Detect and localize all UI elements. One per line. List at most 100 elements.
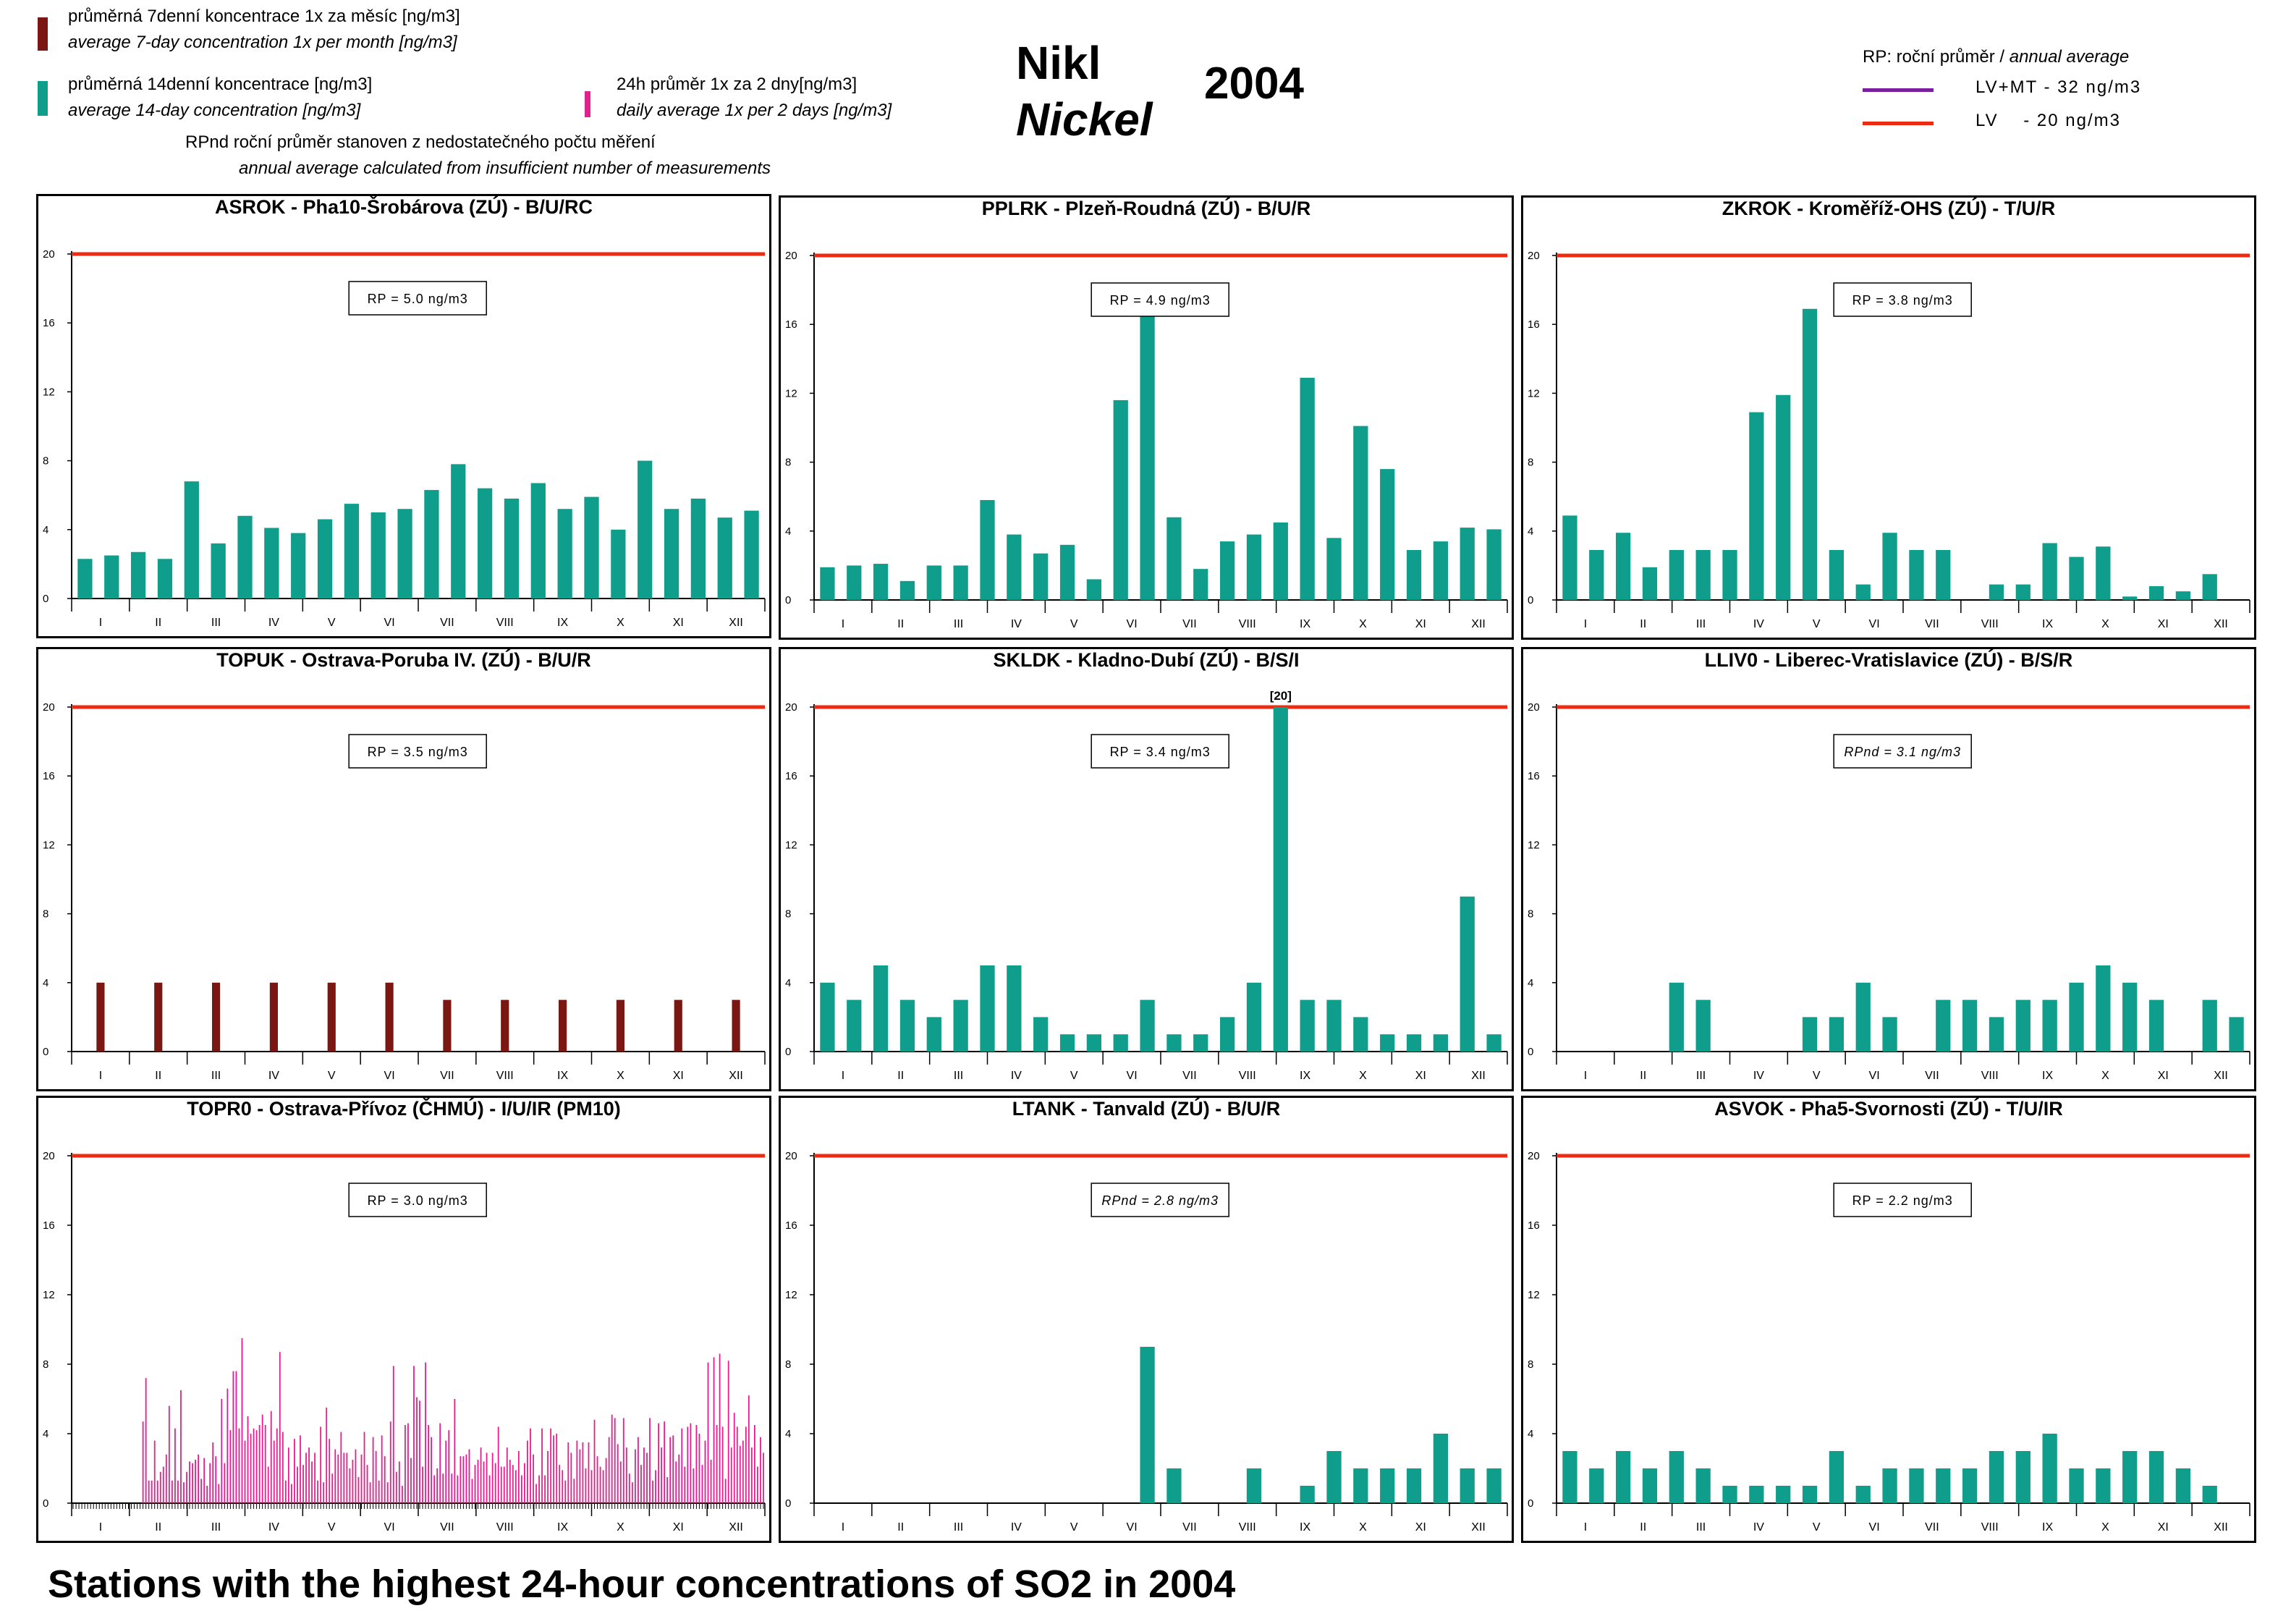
x-month-label: III [211, 1070, 221, 1082]
bar [1936, 549, 1951, 600]
x-month-label: X [1359, 1521, 1367, 1534]
x-month-label: VI [384, 617, 395, 629]
bar [1802, 1486, 1818, 1503]
bar [448, 1430, 450, 1503]
bar [258, 1425, 261, 1503]
legend-weekly-cz: průměrná 7denní koncentrace 1x za měsíc … [68, 7, 460, 26]
bar [1909, 1468, 1924, 1503]
limits-heading-en: annual average [2009, 47, 2130, 67]
x-month-label: X [2101, 1070, 2109, 1082]
y-tick-label: 4 [43, 524, 48, 536]
x-month-label: IX [2042, 1521, 2053, 1534]
legend-weekly-en: average 7-day concentration 1x per month… [68, 33, 457, 52]
x-month-label: V [328, 1521, 336, 1534]
chart-topr0: TOPR0 - Ostrava-Přívoz (ČHMÚ) - I/U/IR (… [43, 1098, 766, 1534]
bar [717, 517, 732, 599]
bar [707, 1362, 709, 1503]
bar [212, 1442, 214, 1503]
bar [250, 1434, 252, 1503]
bar [200, 1479, 203, 1503]
bar [1353, 426, 1368, 600]
bar [701, 1465, 703, 1503]
footer-caption: Stations with the highest 24-hour concen… [48, 1562, 1236, 1606]
x-month-label: XI [1415, 618, 1426, 630]
bar [873, 965, 889, 1052]
y-tick-label: 16 [785, 770, 797, 782]
bar [483, 1461, 485, 1503]
bar [736, 1426, 738, 1503]
bar [424, 490, 439, 599]
bar [1273, 522, 1288, 600]
legend-weekly-swatch [38, 17, 48, 51]
bar [745, 1426, 747, 1503]
bar [159, 1471, 161, 1503]
bar [655, 1470, 656, 1503]
bar [224, 1463, 226, 1503]
bar [436, 1468, 439, 1503]
x-month-label: IV [1753, 1521, 1764, 1534]
x-month-label: XI [673, 1521, 684, 1534]
bar [1562, 515, 1578, 600]
bar [2202, 1486, 2217, 1503]
bar [433, 1475, 436, 1503]
x-month-label: VIII [1981, 1070, 1999, 1082]
bar [1749, 1486, 1764, 1503]
bar [1166, 1034, 1182, 1052]
bar [1695, 549, 1711, 600]
y-tick-label: 20 [43, 248, 55, 261]
bar [454, 1399, 456, 1503]
title-cz: Nikl [1016, 37, 1101, 89]
bar [2069, 982, 2084, 1052]
bar [730, 1447, 732, 1503]
bar [381, 1435, 383, 1503]
y-tick-label: 8 [1528, 1358, 1533, 1371]
y-tick-label: 20 [43, 1150, 55, 1162]
bar [763, 1452, 764, 1503]
x-month-label: X [617, 1070, 624, 1082]
bar [1776, 1486, 1791, 1503]
x-month-label: IX [557, 1521, 568, 1534]
bar [276, 1428, 278, 1503]
chart-skldk: SKLDK - Kladno-Dubí (ZÚ) - B/S/I 0 4 8 12 16 2… [785, 649, 1508, 1082]
bar [171, 1480, 173, 1503]
y-tick-label: 16 [1528, 770, 1540, 782]
bar [1669, 982, 1684, 1052]
x-month-label: X [1359, 618, 1367, 630]
bar [693, 1468, 695, 1503]
chart-asvok: ASVOK - Pha5-Svornosti (ZÚ) - T/U/IR 0 4 8 1… [1528, 1098, 2250, 1534]
annotation-box [1833, 282, 1972, 317]
bar [1562, 1451, 1578, 1503]
x-month-label: I [99, 617, 102, 629]
y-tick-label: 12 [785, 839, 797, 851]
y-tick-label: 16 [785, 318, 797, 331]
bar [530, 1428, 531, 1503]
annotation-box [348, 281, 487, 316]
bar [1300, 999, 1315, 1052]
bar [533, 1454, 534, 1503]
bar [206, 1486, 208, 1503]
bar [1829, 1017, 1845, 1052]
bar [710, 1460, 712, 1503]
bar [195, 1460, 196, 1503]
x-month-label: VI [1127, 1521, 1138, 1534]
bar [1219, 1017, 1235, 1052]
bar [1615, 1451, 1631, 1503]
annotation-box [1091, 1183, 1229, 1217]
x-month-label: XII [729, 1070, 743, 1082]
bar [180, 1390, 182, 1503]
bar [1300, 1486, 1315, 1503]
y-tick-label: 0 [785, 594, 791, 606]
bar [218, 1484, 220, 1503]
y-tick-label: 0 [1528, 594, 1533, 606]
bar [582, 1442, 584, 1503]
bar [732, 999, 740, 1052]
bar [926, 1017, 941, 1052]
bar [1193, 1034, 1208, 1052]
x-month-label: II [155, 1521, 161, 1534]
bar [608, 1437, 610, 1503]
bar [317, 1480, 319, 1503]
bar [300, 1435, 301, 1503]
bar [419, 1400, 420, 1503]
x-month-label: VI [384, 1521, 395, 1534]
x-month-label: VII [440, 1521, 454, 1534]
